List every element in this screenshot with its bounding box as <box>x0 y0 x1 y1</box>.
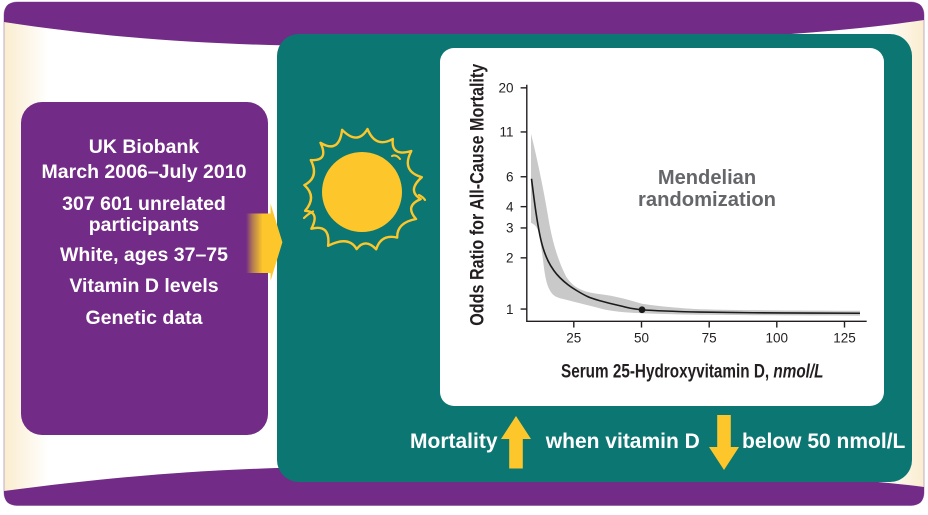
svg-text:Mendelian: Mendelian <box>658 166 756 189</box>
svg-text:75: 75 <box>702 330 717 345</box>
svg-text:6: 6 <box>506 169 514 184</box>
svg-text:11: 11 <box>499 124 513 139</box>
svg-text:20: 20 <box>498 80 513 95</box>
svg-text:100: 100 <box>766 330 789 345</box>
svg-text:125: 125 <box>833 330 856 345</box>
svg-text:25: 25 <box>566 330 581 345</box>
svg-text:1: 1 <box>506 301 514 316</box>
svg-text:4: 4 <box>506 199 514 214</box>
svg-text:Odds Ratio for All-Cause Morta: Odds Ratio for All-Cause Mortality <box>468 63 489 325</box>
svg-text:2: 2 <box>506 250 514 265</box>
svg-text:3: 3 <box>506 220 514 235</box>
svg-text:randomization: randomization <box>638 187 776 210</box>
svg-text:Serum 25-Hydroxyvitamin D, nmo: Serum 25-Hydroxyvitamin D, nmol/L <box>561 360 824 382</box>
svg-text:50: 50 <box>634 330 649 345</box>
